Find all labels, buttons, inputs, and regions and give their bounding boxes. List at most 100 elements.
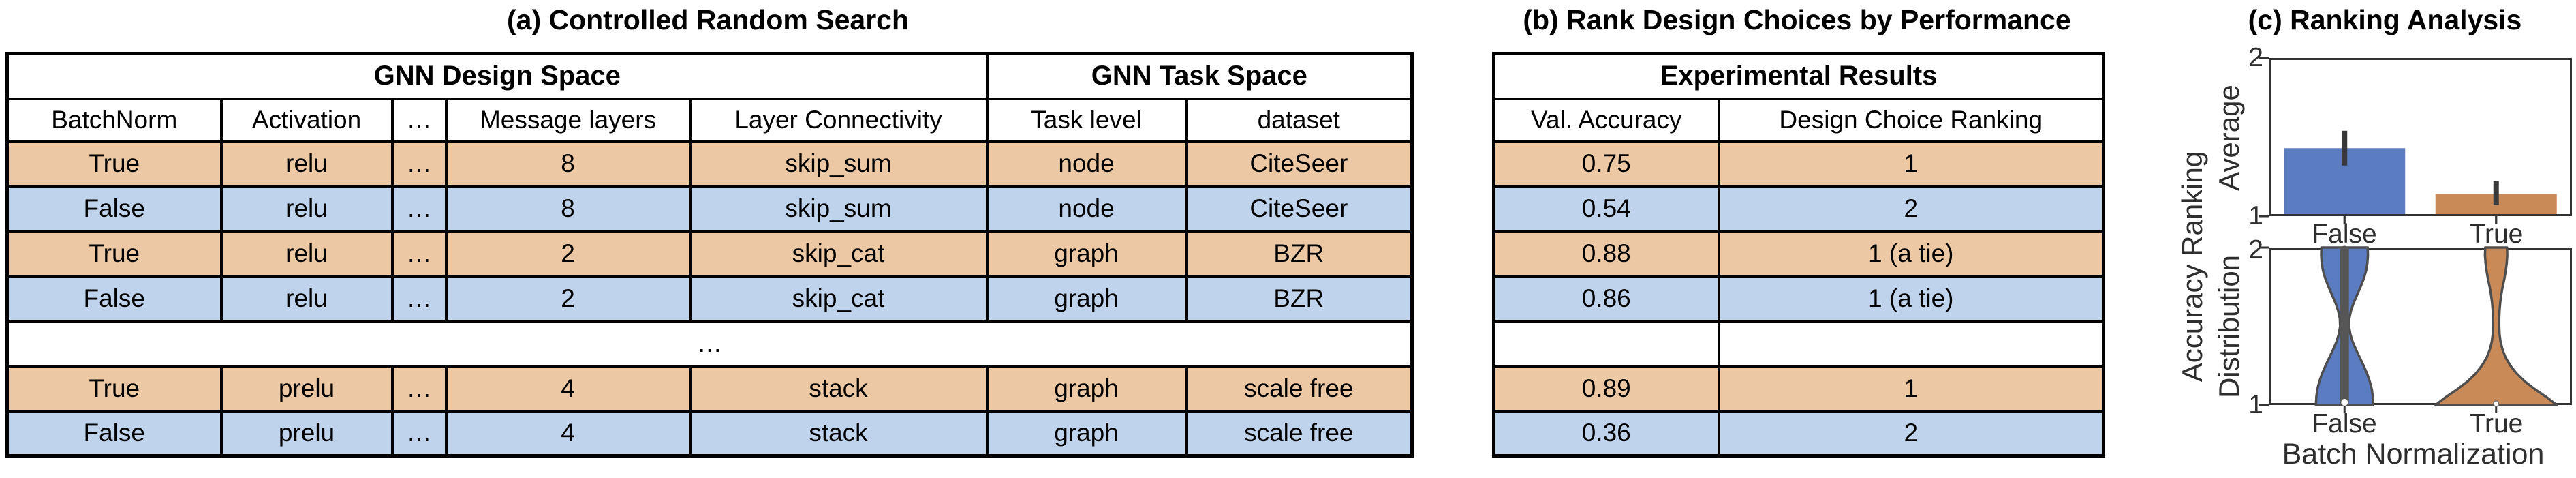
table-cell: 2 xyxy=(444,274,692,323)
violin-xtick-true: True xyxy=(2469,409,2524,438)
table-cell: relu xyxy=(219,274,394,323)
table-cell: 1 (a tie) xyxy=(1717,274,2105,323)
table-cell xyxy=(1492,319,1720,368)
table-cell: graph xyxy=(985,274,1188,323)
table-cell: … xyxy=(390,364,448,413)
design-space-table: GNN Design Space GNN Task Space BatchNor… xyxy=(5,52,1414,458)
table-cell: relu xyxy=(219,184,394,233)
table-cell: graph xyxy=(985,409,1188,458)
table-cell: 0.75 xyxy=(1492,139,1720,188)
table-cell: prelu xyxy=(219,409,394,458)
table-row: 0.54 2 xyxy=(1492,184,2105,233)
table-cell: 1 xyxy=(1717,139,2105,188)
ellipsis-row-cell: … xyxy=(5,319,1414,368)
table-cell: 0.54 xyxy=(1492,184,1720,233)
bar-chart xyxy=(2259,57,2572,224)
table-row: True prelu … 4 stack graph scale free xyxy=(5,364,1414,413)
group-header-design-space: GNN Design Space xyxy=(5,52,989,100)
bar-xtick-true: True xyxy=(2469,220,2524,249)
table-cell: … xyxy=(390,229,448,278)
table-cell: True xyxy=(5,364,223,413)
column-header-design-choice-ranking: Design Choice Ranking xyxy=(1717,97,2105,143)
table-cell: skip_sum xyxy=(688,139,989,188)
table-cell: scale free xyxy=(1184,364,1414,413)
table-row xyxy=(1492,319,2105,368)
table-cell: 4 xyxy=(444,364,692,413)
table-cell: stack xyxy=(688,409,989,458)
table-cell: BZR xyxy=(1184,229,1414,278)
violin-ytick-2: 2 xyxy=(2248,235,2263,265)
table-row: True relu … 8 skip_sum node CiteSeer xyxy=(5,139,1414,188)
table-cell: False xyxy=(5,409,223,458)
table-cell: 4 xyxy=(444,409,692,458)
table-row: False prelu … 4 stack graph scale free xyxy=(5,409,1414,458)
violin-xtick-false: False xyxy=(2312,409,2377,438)
table-row: 0.86 1 (a tie) xyxy=(1492,274,2105,323)
y-axis-label-outer: Accuracy Ranking xyxy=(2176,151,2208,383)
group-header-task-space: GNN Task Space xyxy=(985,52,1414,100)
table-cell: True xyxy=(5,139,223,188)
column-header-layer-connectivity: Layer Connectivity xyxy=(688,97,989,143)
table-cell xyxy=(1717,319,2105,368)
bar-ytick-1: 1 xyxy=(2248,201,2263,230)
panel-b-title: (b) Rank Design Choices by Performance xyxy=(1523,4,2071,35)
table-cell: 2 xyxy=(444,229,692,278)
table-cell: 1 xyxy=(1717,364,2105,413)
table-cell: stack xyxy=(688,364,989,413)
table-cell: CiteSeer xyxy=(1184,184,1414,233)
group-header-experimental-results: Experimental Results xyxy=(1492,52,2105,100)
table-cell: True xyxy=(5,229,223,278)
x-axis-label: Batch Normalization xyxy=(2282,438,2545,470)
table-cell: 2 xyxy=(1717,184,2105,233)
table-cell: … xyxy=(390,274,448,323)
table-cell: skip_cat xyxy=(688,229,989,278)
table-cell: 0.86 xyxy=(1492,274,1720,323)
table-cell: False xyxy=(5,274,223,323)
table-cell: node xyxy=(985,139,1188,188)
table-row: 0.89 1 xyxy=(1492,364,2105,413)
table-cell: skip_cat xyxy=(688,274,989,323)
table-cell: … xyxy=(390,409,448,458)
table-row: 0.88 1 (a tie) xyxy=(1492,229,2105,278)
table-cell: scale free xyxy=(1184,409,1414,458)
table-cell: prelu xyxy=(219,364,394,413)
table-cell: 2 xyxy=(1717,409,2105,458)
table-cell: node xyxy=(985,184,1188,233)
table-row: BatchNorm Activation … Message layers La… xyxy=(5,97,1414,143)
table-cell: 0.36 xyxy=(1492,409,1720,458)
table-cell: relu xyxy=(219,229,394,278)
table-cell: 0.88 xyxy=(1492,229,1720,278)
violin-chart xyxy=(2259,245,2572,413)
table-cell: 8 xyxy=(444,139,692,188)
column-header-batchnorm: BatchNorm xyxy=(5,97,223,143)
column-header-val-accuracy: Val. Accuracy xyxy=(1492,97,1720,143)
column-header-dataset: dataset xyxy=(1184,97,1414,143)
table-row: Experimental Results xyxy=(1492,52,2105,100)
table-row: False relu … 2 skip_cat graph BZR xyxy=(5,274,1414,323)
bar-xtick-false: False xyxy=(2312,220,2377,249)
panel-c: (c) Ranking Analysis Accuracy Ranking Av… xyxy=(2167,0,2576,478)
table-cell: CiteSeer xyxy=(1184,139,1414,188)
table-cell: 8 xyxy=(444,184,692,233)
table-cell: 0.89 xyxy=(1492,364,1720,413)
column-header-task-level: Task level xyxy=(985,97,1188,143)
column-header-activation: Activation xyxy=(219,97,394,143)
experimental-results-table: Experimental Results Val. Accuracy Desig… xyxy=(1492,52,2106,458)
table-row: True relu … 2 skip_cat graph BZR xyxy=(5,229,1414,278)
table-row: 0.36 2 xyxy=(1492,409,2105,458)
column-header-message-layers: Message layers xyxy=(444,97,692,143)
table-cell: 1 (a tie) xyxy=(1717,229,2105,278)
table-cell: graph xyxy=(985,229,1188,278)
panel-a-title: (a) Controlled Random Search xyxy=(506,4,909,35)
bar-ytick-2: 2 xyxy=(2248,43,2263,72)
column-header-ellipsis: … xyxy=(390,97,448,143)
violin-ytick-1: 1 xyxy=(2248,390,2263,419)
table-cell: BZR xyxy=(1184,274,1414,323)
table-cell: relu xyxy=(219,139,394,188)
table-row: … xyxy=(5,319,1414,368)
table-row: 0.75 1 xyxy=(1492,139,2105,188)
table-cell: graph xyxy=(985,364,1188,413)
table-row: False relu … 8 skip_sum node CiteSeer xyxy=(5,184,1414,233)
table-cell: … xyxy=(390,139,448,188)
